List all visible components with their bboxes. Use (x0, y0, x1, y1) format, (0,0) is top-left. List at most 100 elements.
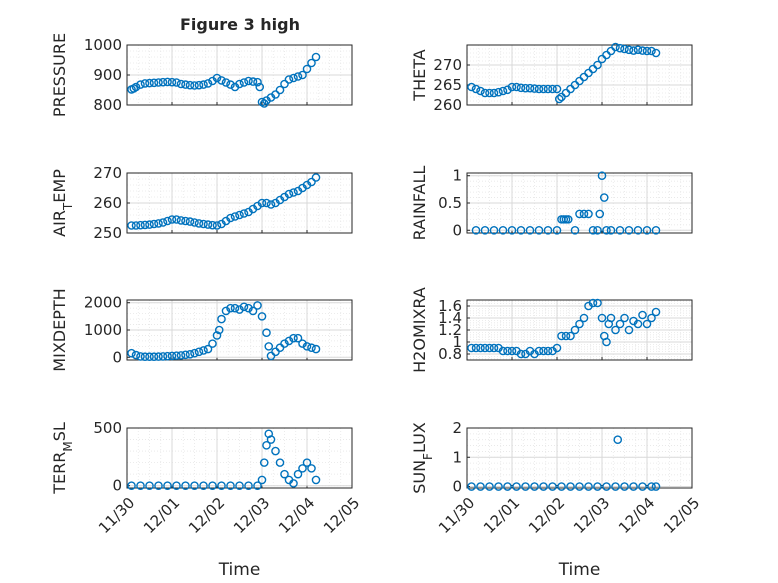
data-point (476, 343, 485, 353)
data-point (230, 303, 240, 313)
data-point (651, 307, 661, 317)
x-tick-label: 12/03 (570, 494, 613, 537)
y-tick-label: 265 (433, 76, 462, 94)
data-point (302, 342, 312, 351)
data-point (185, 349, 195, 359)
data-point (208, 220, 217, 230)
data-point (190, 348, 199, 358)
data-point (557, 331, 566, 341)
data-point (131, 82, 141, 92)
data-point (543, 84, 553, 94)
data-point (172, 78, 181, 87)
y-tick-label: 260 (93, 194, 122, 212)
data-point (512, 82, 521, 92)
data-point (307, 464, 316, 473)
data-point (638, 310, 647, 320)
data-point (149, 352, 159, 362)
x-tick-label: 11/30 (95, 494, 138, 537)
data-point (248, 77, 258, 86)
data-point (257, 312, 267, 321)
y-tick-label: 900 (93, 66, 122, 84)
y-axis-label: PRESSURE (50, 33, 69, 117)
y-tick-label: 0 (452, 478, 462, 496)
y-tick-label: 0.5 (438, 194, 462, 212)
y-tick-label: 0 (452, 221, 462, 239)
data-point (467, 343, 476, 353)
data-point (163, 351, 172, 361)
data-point (485, 88, 494, 98)
data-point (221, 306, 231, 316)
data-point (597, 171, 607, 181)
subplot-left-2: 250 260 270 AIRTEMP (50, 164, 353, 242)
data-point (167, 215, 177, 224)
data-point (244, 303, 253, 313)
data-point (208, 339, 217, 348)
data-point (489, 343, 499, 353)
data-point (516, 225, 526, 235)
data-point (507, 225, 517, 235)
data-point (503, 85, 512, 95)
data-point (214, 325, 224, 335)
data-point (289, 479, 298, 488)
data-point (548, 84, 557, 94)
data-point (289, 333, 298, 343)
data-point (136, 220, 145, 230)
data-point (217, 314, 226, 324)
data-point (235, 210, 244, 220)
data-point (307, 58, 316, 68)
data-point (163, 216, 172, 226)
data-point (584, 209, 593, 219)
data-point (651, 225, 661, 235)
data-point (597, 313, 607, 323)
data-point (620, 313, 629, 323)
data-point (298, 464, 307, 473)
data-point (131, 350, 141, 360)
data-point (167, 77, 177, 87)
data-point (302, 64, 312, 74)
data-point (579, 313, 589, 323)
data-point (554, 94, 564, 104)
data-point (642, 319, 652, 329)
data-point (158, 77, 168, 87)
x-tick-label: 12/04 (275, 494, 318, 537)
data-point (595, 209, 605, 219)
data-point (494, 87, 503, 97)
data-point (602, 482, 611, 491)
data-point (140, 220, 150, 230)
data-point (226, 481, 235, 490)
y-tick-label: 1.4 (438, 309, 462, 327)
data-point (167, 351, 177, 361)
data-point (259, 458, 269, 467)
data-point (172, 481, 181, 490)
data-point (471, 225, 481, 235)
data-point (185, 80, 195, 90)
y-axis-label: SUNFLUX (410, 422, 435, 494)
y-tick-label: 500 (93, 419, 122, 437)
axes-border (466, 172, 693, 234)
y-tick-label: 0.8 (438, 345, 462, 363)
data-point (311, 475, 321, 485)
subplot-left-3: 0 1000 2000 MIXDEPTH (50, 288, 353, 372)
x-tick-label: 12/02 (525, 494, 568, 537)
data-point (620, 44, 629, 54)
data-point (611, 482, 620, 491)
data-point (280, 469, 289, 479)
data-point (557, 482, 566, 491)
data-point (534, 225, 544, 235)
data-point (293, 333, 303, 343)
data-point (172, 351, 181, 360)
x-tick-label: 12/01 (480, 494, 523, 537)
data-point (552, 343, 562, 353)
data-point (633, 225, 643, 235)
y-tick-label: 1 (452, 448, 462, 466)
data-point (539, 482, 548, 491)
y-tick-label: 2 (452, 419, 462, 437)
data-point (629, 46, 638, 55)
data-point (271, 90, 280, 99)
data-point (293, 72, 303, 81)
data-point (525, 83, 535, 93)
data-point (651, 48, 661, 58)
data-point (230, 212, 240, 221)
